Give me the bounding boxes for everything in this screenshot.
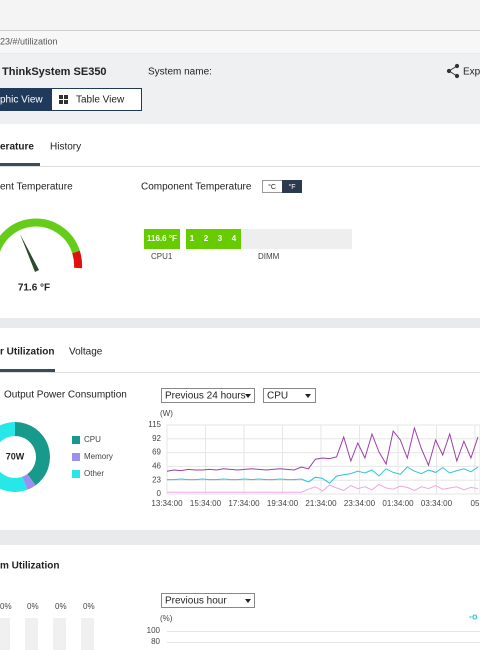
tab-history[interactable]: History xyxy=(50,142,81,153)
memory-bar xyxy=(81,618,94,650)
export-button[interactable]: Exp xyxy=(463,67,480,78)
power-title: Output Power Consumption xyxy=(4,390,127,401)
x-tick-label: 13:34:00 xyxy=(151,499,183,508)
table-view-label[interactable]: Table View xyxy=(76,95,125,106)
x-tick-label: 17:34:00 xyxy=(228,499,260,508)
component-title: Component Temperature xyxy=(141,182,252,193)
legend-fragment: -o xyxy=(469,611,478,621)
tab-underline xyxy=(0,163,40,166)
unit-f-label[interactable]: °F xyxy=(288,183,295,191)
table-icon xyxy=(59,95,68,104)
legend-swatch xyxy=(72,470,80,478)
memory-bar-label: 0% xyxy=(27,602,39,611)
legend-label: Memory xyxy=(84,452,113,461)
top-bar xyxy=(0,0,480,30)
gauge-reading: 71.6 °F xyxy=(18,283,50,294)
x-tick-label: 21:34:00 xyxy=(305,499,337,508)
range-select[interactable] xyxy=(161,388,255,403)
memory-title: m Utilization xyxy=(0,561,59,572)
memory-bar xyxy=(53,618,66,650)
x-tick-label: 01:34:00 xyxy=(382,499,414,508)
ambient-title: ent Temperature xyxy=(0,182,73,193)
legend-swatch xyxy=(72,436,80,444)
plot-area xyxy=(166,424,480,495)
dimm-box xyxy=(186,229,241,249)
graphic-view-label[interactable]: phic View xyxy=(0,95,43,106)
component-select-label[interactable]: CPU xyxy=(267,391,288,402)
y-tick-label: 115 xyxy=(148,420,161,429)
memory-bar xyxy=(25,618,38,650)
cpu-label: CPU1 xyxy=(151,252,173,261)
dimm-slot: 4 xyxy=(232,234,237,243)
memory-y-unit: (%) xyxy=(160,614,173,623)
graphic-view-tab[interactable] xyxy=(0,88,51,111)
x-tick-label: 15:34:00 xyxy=(190,499,222,508)
y-tick-label: 46 xyxy=(152,462,161,471)
x-tick-label: 19:34:00 xyxy=(267,499,299,508)
product-name: ThinkSystem SE350 xyxy=(2,66,107,78)
y-unit: (W) xyxy=(160,409,173,418)
line-series xyxy=(167,466,479,484)
memory-bar-label: 0% xyxy=(0,602,12,611)
address: 23/#/utilization xyxy=(0,36,58,46)
tab-voltage[interactable]: Voltage xyxy=(69,347,103,358)
dimm-slot: 3 xyxy=(218,234,223,243)
dimm-label: DIMM xyxy=(258,252,280,261)
system-name-label: System name: xyxy=(148,67,212,78)
legend-label: Other xyxy=(84,469,104,478)
legend-swatch xyxy=(72,453,80,461)
dropdown-arrow xyxy=(245,394,251,398)
cpu-reading: 116.6 °F xyxy=(147,234,177,243)
tab-temperature[interactable]: erature xyxy=(0,142,34,153)
gauge-arc xyxy=(0,218,80,254)
gauge-needle xyxy=(20,234,39,272)
component-select[interactable] xyxy=(263,388,316,403)
memory-y-tick: 80 xyxy=(151,637,160,646)
unit-c-label[interactable]: °C xyxy=(268,183,276,191)
y-tick-label: 69 xyxy=(152,448,161,457)
donut-segment xyxy=(0,422,28,492)
x-tick-label: 23:34:00 xyxy=(344,499,376,508)
address-bar xyxy=(0,31,480,53)
x-tick-label: 03:34:00 xyxy=(421,499,453,508)
gauge-alert-arc xyxy=(72,250,83,269)
dimm-slot: 2 xyxy=(204,234,209,243)
tab-underline xyxy=(0,369,55,372)
power-chart: CPU Memory Other 0 23 46 69 92 115 13:34:00 15:34:… xyxy=(0,420,480,508)
unit-f[interactable] xyxy=(282,180,302,193)
memory-bar-label: 0% xyxy=(55,602,67,611)
legend-label: CPU xyxy=(84,435,101,444)
memory-bar-label: 0% xyxy=(83,602,95,611)
dimm-slot: 1 xyxy=(190,234,195,243)
y-tick-label: 92 xyxy=(152,434,161,443)
donut-segment xyxy=(22,473,36,490)
table-view-tab[interactable] xyxy=(51,88,142,111)
x-tick-label: 05 xyxy=(471,499,480,508)
tab-power[interactable]: r Utilization xyxy=(0,347,54,358)
donut-center: 70W xyxy=(6,451,25,461)
dropdown-arrow xyxy=(305,394,311,398)
memory-range-select[interactable] xyxy=(161,593,255,608)
memory-bar xyxy=(0,618,10,650)
range-select-label[interactable]: Previous 24 hours xyxy=(165,391,246,402)
empty-slots xyxy=(241,229,352,249)
memory-y-tick: 100 xyxy=(147,626,161,635)
temperature-panel xyxy=(0,124,480,318)
line-series xyxy=(166,426,479,472)
y-tick-label: 0 xyxy=(157,489,162,498)
dropdown-arrow xyxy=(245,599,251,603)
memory-range-label[interactable]: Previous hour xyxy=(165,596,227,607)
cpu-box xyxy=(144,229,180,249)
line-series xyxy=(167,483,479,493)
donut-segment xyxy=(15,422,50,486)
y-tick-label: 23 xyxy=(152,475,161,484)
share-icon[interactable] xyxy=(446,63,460,79)
